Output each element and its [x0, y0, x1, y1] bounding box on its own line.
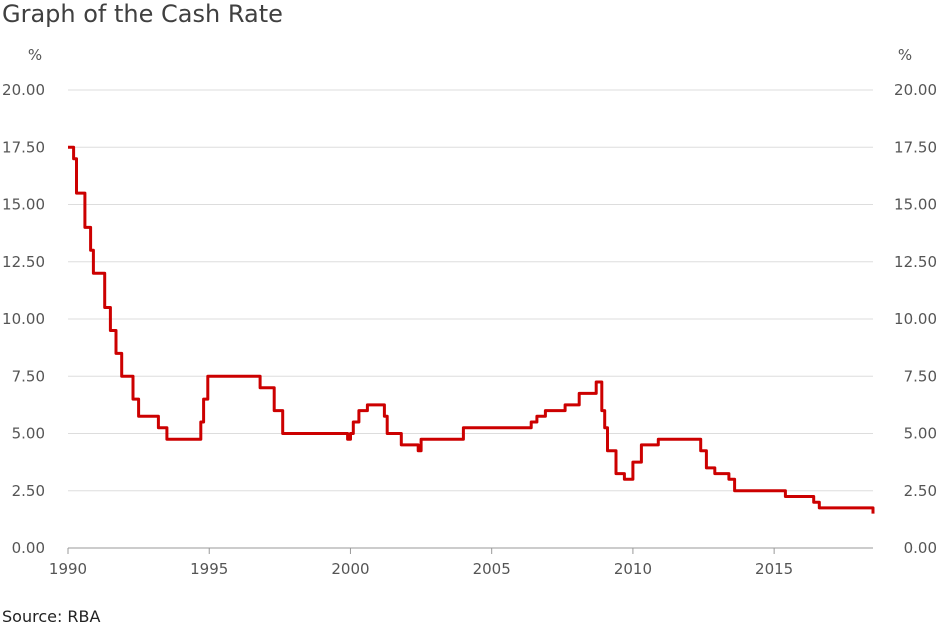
y-tick-label: 10.00 [2, 310, 45, 328]
y-tick-label-right: 2.50 [904, 482, 937, 500]
cash-rate-line [68, 145, 875, 514]
y-tick-label: 0.00 [12, 539, 45, 557]
y-tick-label-right: 5.00 [904, 425, 937, 443]
y-axis-unit-right: % [898, 46, 912, 64]
y-axis-unit-left: % [28, 46, 42, 64]
x-tick-label: 2000 [331, 560, 369, 578]
x-tick-label: 2015 [755, 560, 793, 578]
y-tick-label: 20.00 [2, 81, 45, 99]
x-tick-label: 2005 [473, 560, 511, 578]
chart-title: Graph of the Cash Rate [2, 0, 283, 28]
y-tick-label-right: 7.50 [904, 367, 937, 385]
x-tick-label: 2010 [614, 560, 652, 578]
x-axis: 1990 1995 2000 2005 2010 2015 [49, 548, 793, 578]
y-tick-label: 12.50 [2, 253, 45, 271]
y-tick-label: 15.00 [2, 196, 45, 214]
y-axis-left: 0.00 2.50 5.00 7.50 10.00 12.50 15.00 17.50 20.0… [2, 81, 45, 557]
y-axis-right: 0.00 2.50 5.00 7.50 10.00 12.50 15.00 17.50 20.0… [894, 81, 937, 557]
x-tick-label: 1990 [49, 560, 87, 578]
y-tick-label: 17.50 [2, 138, 45, 156]
y-tick-label-right: 12.50 [894, 253, 937, 271]
x-tick-label: 1995 [190, 560, 228, 578]
y-tick-label-right: 0.00 [904, 539, 937, 557]
y-tick-label-right: 17.50 [894, 138, 937, 156]
y-tick-label: 2.50 [12, 482, 45, 500]
y-tick-label-right: 20.00 [894, 81, 937, 99]
source-note: Source: RBA [2, 607, 101, 626]
series-group [68, 145, 875, 514]
y-tick-label: 7.50 [12, 367, 45, 385]
y-tick-label: 5.00 [12, 425, 45, 443]
y-tick-label-right: 15.00 [894, 196, 937, 214]
y-tick-label-right: 10.00 [894, 310, 937, 328]
gridlines [68, 89, 873, 549]
